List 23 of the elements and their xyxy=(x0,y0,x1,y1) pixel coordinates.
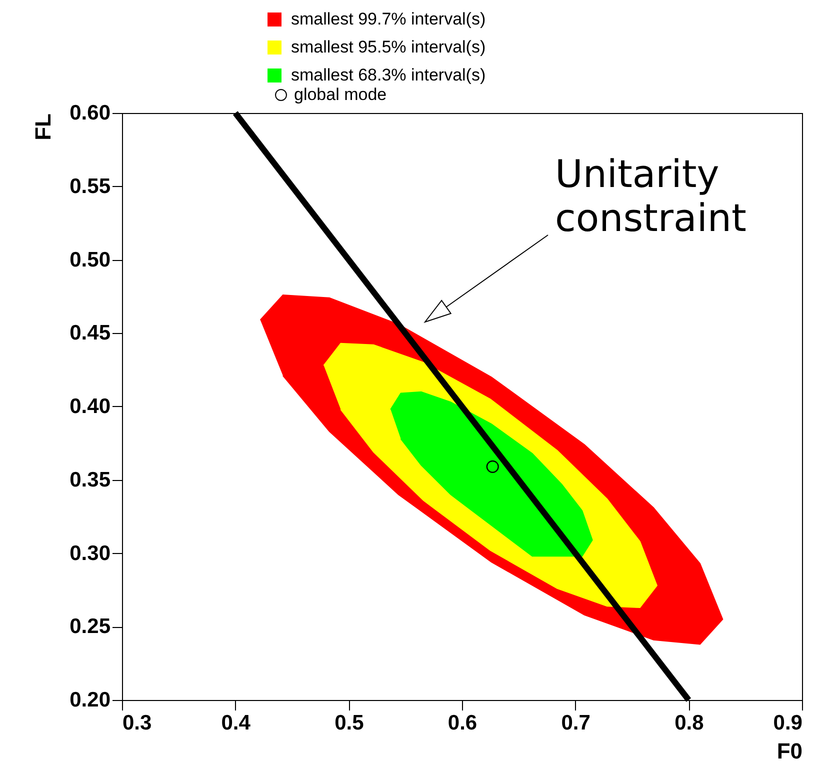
y-tick-label: 0.40 xyxy=(70,395,110,418)
x-tick-label: 0.8 xyxy=(674,712,704,734)
legend-label: global mode xyxy=(294,85,387,104)
y-tick-label: 0.25 xyxy=(70,615,111,638)
x-tick-label: 0.3 xyxy=(122,712,152,734)
y-tick-label: 0.45 xyxy=(70,322,111,345)
x-tick-label: 0.5 xyxy=(334,712,364,734)
x-tick-label: 0.7 xyxy=(561,712,590,734)
x-tick-label: 0.9 xyxy=(773,712,802,734)
y-tick-label: 0.50 xyxy=(70,248,110,272)
legend-label: smallest 95.5% interval(s) xyxy=(291,38,486,56)
x-tick-label: 0.4 xyxy=(221,712,251,734)
x-axis-title: F0 xyxy=(776,738,802,764)
legend-label: smallest 68.3% interval(s) xyxy=(291,66,486,84)
y-tick-label: 0.20 xyxy=(70,688,110,712)
y-tick-label: 0.55 xyxy=(70,174,111,198)
y-tick-label: 0.60 xyxy=(70,102,110,124)
y-axis-title: FL xyxy=(30,114,56,140)
y-tick-label: 0.30 xyxy=(70,542,110,565)
annotation: Unitarity constraint xyxy=(555,152,746,240)
legend-label: smallest 99.7% interval(s) xyxy=(291,10,486,28)
x-tick-label: 0.6 xyxy=(448,712,478,734)
y-tick-label: 0.35 xyxy=(70,468,111,492)
